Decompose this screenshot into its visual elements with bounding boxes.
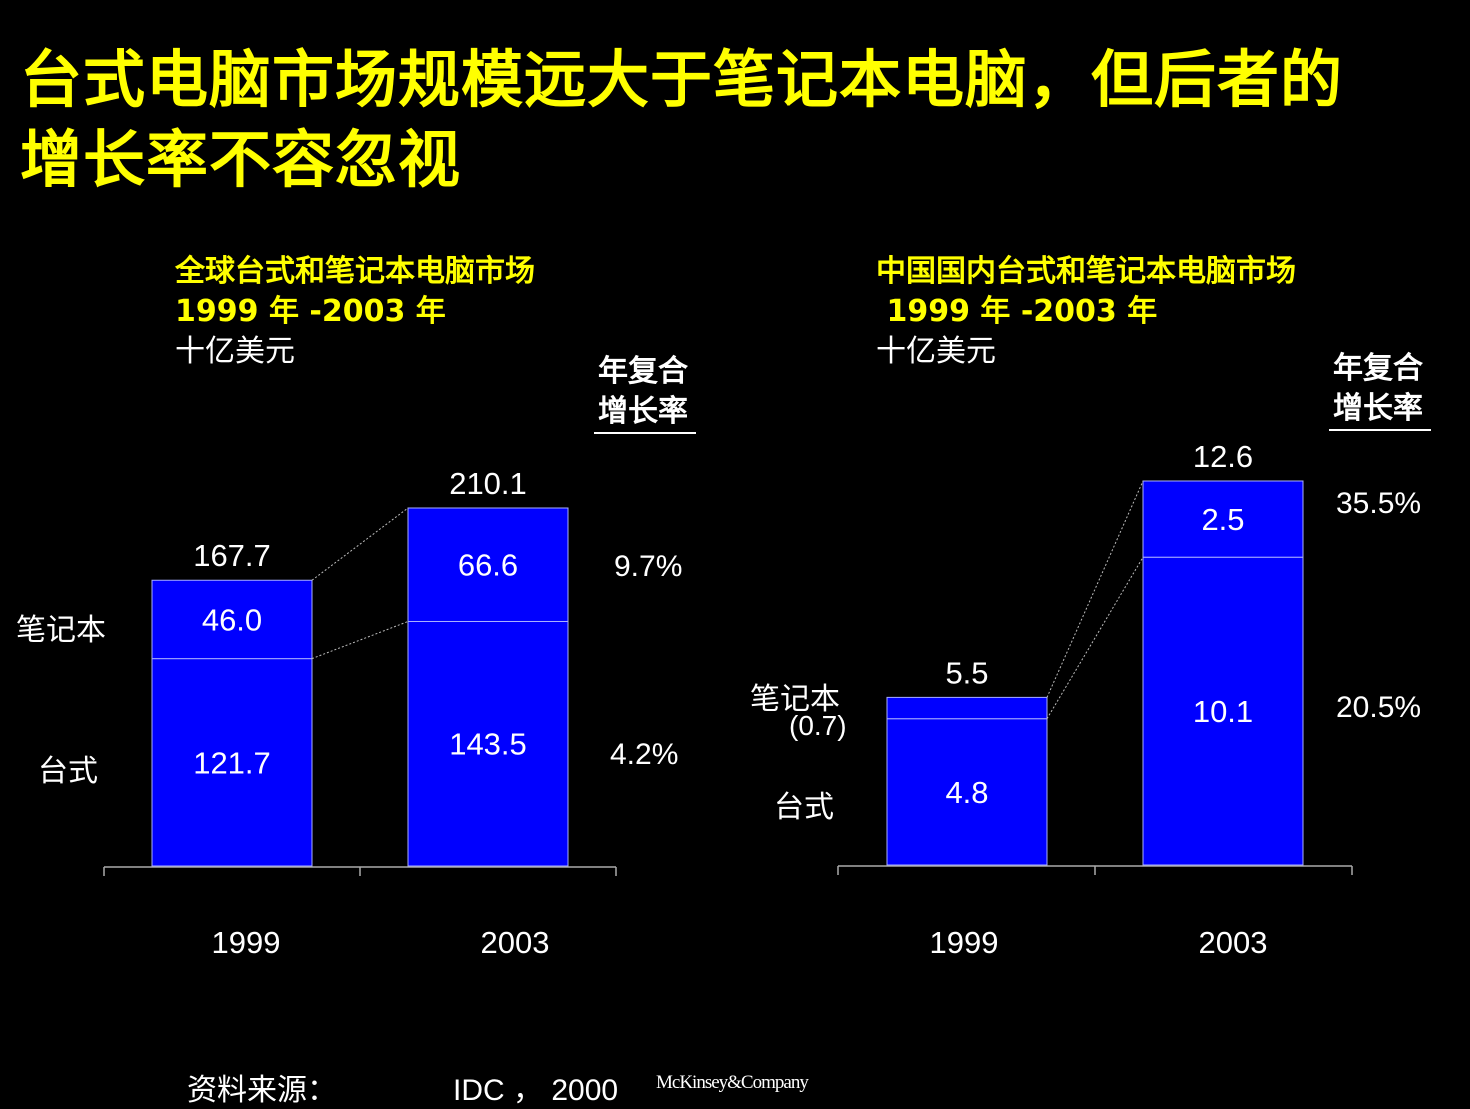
chart2-cagr-header-line2: 增长率 <box>1333 391 1423 426</box>
source-value: IDC ， 2000 <box>453 1074 619 1107</box>
chart1-x-tick-label: 1999 <box>212 925 281 960</box>
title-line-2: 增长率不容忽视 <box>20 123 462 196</box>
chart1-x-tick-label: 2003 <box>481 925 550 960</box>
chart1-cagr-notebook: 9.7% <box>614 550 683 583</box>
chart1-cagr-header-line2: 增长率 <box>598 394 688 429</box>
chart1-unit: 十亿美元 <box>175 334 295 369</box>
chart2-subtitle-line1: 中国国内台式和笔记本电脑市场 <box>876 254 1296 289</box>
chart1-bar-1999-台式 <box>151 658 313 867</box>
chart2-x-tick-label: 1999 <box>930 925 999 960</box>
chart2-connector-line <box>1046 556 1144 719</box>
chart2-segment-label: 2.5 <box>1201 502 1244 537</box>
chart2-cagr-notebook: 35.5% <box>1336 487 1422 520</box>
chart2-bar-2003-笔记本 <box>1142 480 1304 558</box>
chart1-bar-2003-笔记本 <box>407 507 569 622</box>
chart1-bar-2003-台式 <box>407 620 569 867</box>
chart2-cagr-desktop: 20.5% <box>1336 691 1422 724</box>
chart1-total-label: 210.1 <box>449 466 527 501</box>
chart1-segment-label: 66.6 <box>458 548 518 583</box>
chart1-label-notebook: 笔记本 <box>16 613 106 648</box>
chart2-cagr-header: 年复合 增长率 <box>1329 349 1431 431</box>
chart1-subtitle: 全球台式和笔记本电脑市场 1999 年 -2003 年 <box>175 252 535 332</box>
chart1-connector-line <box>311 621 409 660</box>
chart1-total-label: 167.7 <box>193 538 271 573</box>
title-line-1: 台式电脑市场规模远大于笔记本电脑，但后者的 <box>20 43 1344 116</box>
chart1-segment-label: 143.5 <box>449 727 527 762</box>
mckinsey-logo: McKinsey&Company <box>656 1072 809 1093</box>
chart1-segment-label: 46.0 <box>202 602 262 637</box>
chart2-total-label: 12.6 <box>1193 439 1253 474</box>
chart2-label-desktop: 台式 <box>774 790 834 825</box>
chart1-subtitle-line2: 1999 年 -2003 年 <box>175 294 446 329</box>
chart1-cagr-header-line1: 年复合 <box>598 354 688 389</box>
chart1-cagr-header: 年复合 增长率 <box>594 352 696 434</box>
chart1-segment-label: 121.7 <box>193 745 271 780</box>
chart2-unit: 十亿美元 <box>876 334 996 369</box>
chart2-cagr-header-line1: 年复合 <box>1333 351 1423 386</box>
chart1-bar-1999-笔记本 <box>151 579 313 660</box>
chart2-x-tick-label: 2003 <box>1199 925 1268 960</box>
chart1-label-desktop: 台式 <box>38 754 98 789</box>
page-title: 台式电脑市场规模远大于笔记本电脑，但后者的 增长率不容忽视 <box>20 40 1343 200</box>
chart2-bar-2003-台式 <box>1142 556 1304 866</box>
chart2-bar-1999-台式 <box>886 718 1048 866</box>
chart1-cagr-desktop: 4.2% <box>610 738 679 771</box>
chart2-bar-1999-笔记本 <box>886 696 1048 720</box>
chart2-connector-line <box>1046 480 1144 698</box>
chart2-subtitle-line2: 1999 年 -2003 年 <box>876 294 1158 329</box>
chart2-segment-label: 10.1 <box>1193 694 1253 729</box>
chart2-label-notebook-value: (0.7) <box>789 710 847 741</box>
source-label: 资料来源： <box>187 1073 337 1108</box>
chart1-subtitle-line1: 全球台式和笔记本电脑市场 <box>175 254 535 289</box>
chart2-subtitle: 中国国内台式和笔记本电脑市场 1999 年 -2003 年 <box>876 252 1296 332</box>
chart2-segment-label: 4.8 <box>945 775 988 810</box>
chart2-total-label: 5.5 <box>945 655 988 690</box>
chart1-connector-line <box>311 507 409 581</box>
chart2-label-notebook: 笔记本 <box>750 682 840 717</box>
